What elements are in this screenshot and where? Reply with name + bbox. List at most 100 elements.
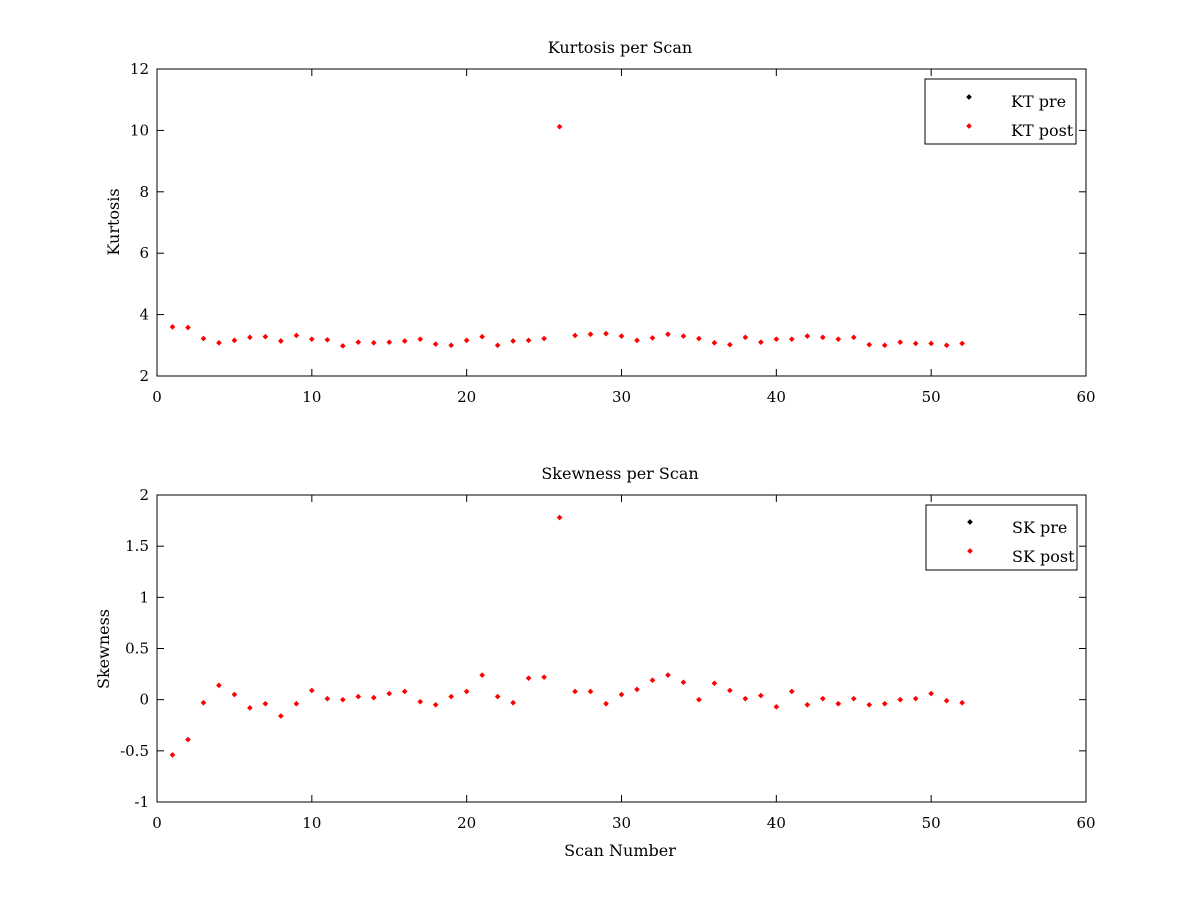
- skewness-post-point: [912, 695, 919, 702]
- skewness-post-point: [169, 752, 176, 758]
- skewness-post-point: [943, 697, 950, 704]
- kurtosis-post-point: [850, 334, 857, 341]
- kurtosis-post-point: [634, 337, 640, 344]
- kurtosis-post-point: [556, 123, 563, 130]
- skewness-post-point: [479, 672, 485, 678]
- kurtosis-post-point: [386, 339, 393, 346]
- skewness-post-point: [309, 687, 315, 694]
- skewness-post-point: [572, 688, 578, 695]
- skewness-post-point: [541, 674, 547, 680]
- skewness-x-tick-label: 20: [457, 814, 476, 832]
- kurtosis-post-point: [665, 331, 671, 338]
- skewness-legend-label-pre: SK pre: [1012, 518, 1067, 537]
- skewness-post-point: [819, 695, 826, 702]
- skewness-y-tick-label: -0.5: [120, 742, 149, 760]
- skewness-x-tick-label: 10: [302, 814, 321, 832]
- kurtosis-y-tick-label: 4: [139, 306, 149, 324]
- kurtosis-post-point: [680, 333, 687, 339]
- skewness-post-point: [216, 682, 222, 689]
- kurtosis-post-point: [494, 342, 501, 349]
- skewness-post-point: [758, 692, 764, 699]
- skewness-post-point: [370, 694, 377, 701]
- kurtosis-post-point: [510, 338, 516, 344]
- kurtosis-post-point: [881, 342, 888, 349]
- skewness-post-point: [804, 701, 811, 708]
- skewness-y-tick-label: 2: [139, 486, 149, 504]
- skewness-post-point: [494, 693, 501, 700]
- skewness-post-point: [881, 700, 888, 707]
- skewness-ticks: 0 10 20 30 40 50 60 -1 -0.5 0 0.5 1 1.5 2: [120, 486, 1095, 832]
- skewness-y-tick-label: 1.5: [125, 537, 149, 555]
- skewness-y-axis-label: Skewness: [94, 609, 113, 689]
- kurtosis-post-point: [959, 340, 965, 347]
- kurtosis-post-point: [819, 334, 826, 341]
- skewness-legend-marker-pre: [967, 519, 973, 525]
- kurtosis-post-point: [804, 333, 811, 339]
- kurtosis-post-point: [355, 339, 362, 346]
- skewness-post-point: [773, 704, 780, 710]
- kurtosis-post-point: [339, 343, 346, 349]
- kurtosis-post-point: [417, 336, 424, 342]
- kurtosis-post-point: [711, 340, 718, 346]
- kurtosis-x-tick-label: 50: [922, 388, 941, 406]
- kurtosis-post-point: [742, 334, 749, 341]
- kurtosis-post-point: [618, 333, 625, 339]
- kurtosis-y-tick-label: 2: [139, 367, 149, 385]
- kurtosis-x-tick-label: 60: [1076, 388, 1095, 406]
- skewness-x-tick-label: 0: [152, 814, 162, 832]
- skewness-post-point: [355, 693, 362, 700]
- kurtosis-post-point: [247, 334, 253, 341]
- kurtosis-post-point: [463, 337, 470, 344]
- skewness-post-point: [897, 696, 904, 703]
- skewness-x-tick-label: 50: [922, 814, 941, 832]
- kurtosis-post-point: [216, 340, 222, 346]
- skewness-post-point: [185, 736, 191, 743]
- kurtosis-post-point: [912, 340, 919, 347]
- skewness-post-point: [556, 514, 563, 521]
- kurtosis-post-point: [324, 336, 331, 343]
- skewness-y-tick-label: -1: [134, 793, 149, 811]
- kurtosis-post-point: [541, 335, 547, 342]
- kurtosis-points: [169, 123, 965, 349]
- skewness-post-point: [401, 688, 408, 695]
- skewness-post-point: [510, 699, 516, 706]
- kurtosis-post-point: [169, 324, 176, 330]
- skewness-post-point: [788, 688, 795, 695]
- kurtosis-post-point: [928, 340, 934, 347]
- skewness-x-tick-label: 40: [767, 814, 786, 832]
- skewness-x-axis-label: Scan Number: [564, 841, 676, 860]
- kurtosis-legend: KT pre KT post: [924, 78, 1077, 145]
- kurtosis-post-point: [525, 337, 532, 344]
- kurtosis-post-point: [897, 339, 904, 346]
- skewness-post-point: [696, 696, 702, 703]
- skewness-post-point: [448, 693, 455, 700]
- kurtosis-post-point: [231, 337, 238, 344]
- skewness-legend-box: [925, 504, 1078, 571]
- skewness-post-point: [463, 688, 470, 695]
- kurtosis-x-tick-label: 10: [302, 388, 321, 406]
- skewness-post-point: [417, 698, 424, 705]
- kurtosis-post-point: [943, 342, 950, 349]
- skewness-post-point: [603, 700, 609, 707]
- kurtosis-x-tick-label: 20: [457, 388, 476, 406]
- skewness-post-point: [835, 700, 842, 707]
- kurtosis-post-point: [278, 338, 284, 344]
- kurtosis-y-tick-label: 12: [130, 60, 149, 78]
- skewness-post-point: [634, 686, 640, 693]
- kurtosis-post-point: [649, 335, 656, 341]
- kurtosis-post-point: [185, 324, 191, 331]
- skewness-post-point: [928, 690, 934, 697]
- skewness-panel: Skewness per Scan Skewness Scan Number 0…: [94, 464, 1096, 860]
- skewness-y-tick-label: 1: [139, 588, 149, 606]
- skewness-points: [169, 514, 965, 758]
- kurtosis-y-axis-label: Kurtosis: [104, 188, 123, 255]
- kurtosis-post-point: [773, 336, 780, 342]
- skewness-post-point: [618, 691, 625, 698]
- kurtosis-post-point: [572, 332, 578, 339]
- kurtosis-y-tick-label: 10: [130, 121, 149, 139]
- kurtosis-legend-marker-pre: [966, 94, 972, 100]
- skewness-post-point: [959, 699, 965, 706]
- skewness-post-point: [866, 701, 873, 708]
